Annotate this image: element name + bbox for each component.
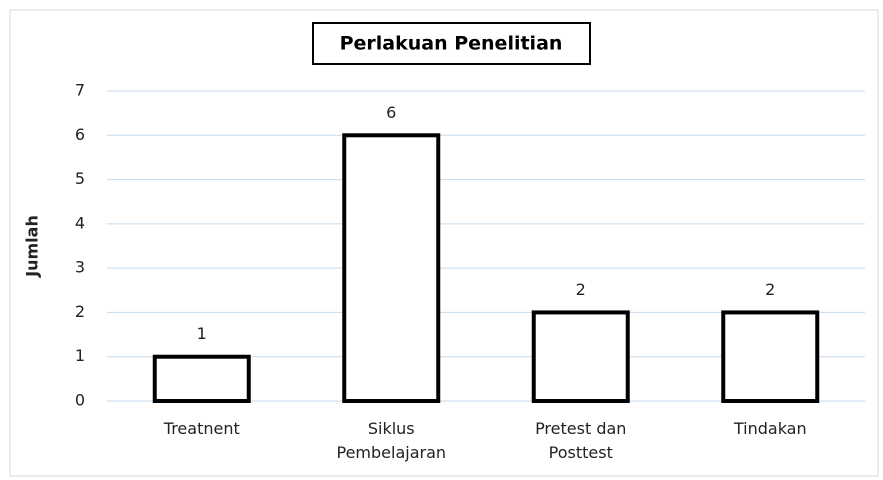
- y-tick-label: 7: [75, 81, 85, 100]
- y-tick-label: 4: [75, 213, 85, 232]
- chart-title: Perlakuan Penelitian: [340, 33, 563, 55]
- bar: [531, 310, 630, 403]
- data-label: 2: [765, 280, 775, 299]
- data-label: 6: [386, 103, 396, 122]
- x-tick-label: Siklus Pembelajaran: [336, 419, 447, 462]
- data-label: 1: [197, 324, 207, 343]
- y-tick-label: 5: [75, 169, 85, 188]
- x-tick-label: Pretest dan Posttest: [535, 419, 627, 462]
- bar: [721, 310, 820, 403]
- data-label: 2: [576, 280, 586, 299]
- y-tick-label: 0: [75, 391, 85, 410]
- y-tick-label: 1: [75, 346, 85, 365]
- bar: [152, 354, 251, 404]
- y-tick-label: 2: [75, 302, 85, 321]
- y-axis-label: Jumlah: [23, 215, 42, 278]
- y-tick-label: 6: [75, 125, 85, 144]
- x-tick-label: Treatnent: [163, 419, 240, 438]
- y-tick-label: 3: [75, 258, 85, 277]
- x-tick-label: Tindakan: [733, 419, 807, 438]
- bar: [342, 133, 441, 404]
- chart-border: [9, 9, 879, 477]
- title-box: [312, 22, 591, 65]
